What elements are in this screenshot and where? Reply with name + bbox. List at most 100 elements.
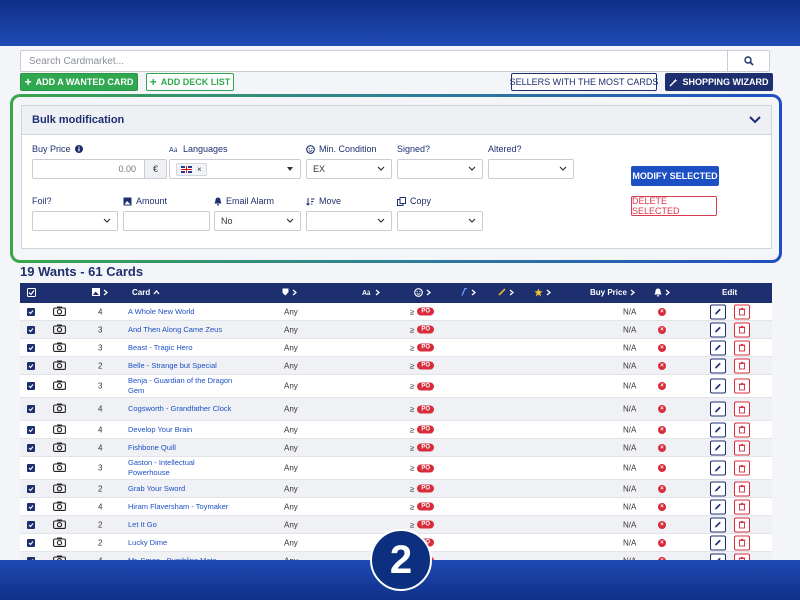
condition-sort-header[interactable] (414, 288, 431, 297)
altered-select[interactable] (488, 159, 574, 179)
delete-row-button[interactable] (734, 460, 750, 476)
shopping-wizard-button[interactable]: SHOPPING WIZARD (665, 73, 773, 91)
camera-icon[interactable] (53, 360, 66, 372)
card-name-link[interactable]: Benja - Guardian of the Dragon Gem (128, 376, 233, 395)
camera-icon[interactable] (53, 555, 66, 560)
languages-select[interactable]: × (169, 159, 301, 179)
row-checkbox[interactable] (27, 443, 35, 452)
edit-row-button[interactable] (710, 517, 726, 532)
camera-icon[interactable] (53, 483, 66, 495)
row-checkbox[interactable] (27, 382, 35, 390)
chip-remove-icon[interactable]: × (197, 164, 202, 174)
edit-row-button[interactable] (710, 304, 726, 319)
card-name-link[interactable]: Beast - Tragic Hero (128, 342, 193, 352)
email-alarm-select[interactable]: No (214, 211, 301, 231)
signed-sort-header[interactable] (498, 288, 514, 296)
edit-row-button[interactable] (710, 481, 726, 496)
delete-row-button[interactable] (734, 358, 750, 373)
edit-row-button[interactable] (710, 535, 726, 550)
move-select[interactable] (306, 211, 392, 231)
delete-row-button[interactable] (734, 340, 750, 355)
chevron-down-icon[interactable] (749, 116, 761, 124)
delete-row-button[interactable] (734, 535, 750, 550)
altered-sort-header[interactable] (534, 288, 551, 297)
row-checkbox[interactable] (27, 307, 35, 316)
camera-icon[interactable] (53, 462, 66, 474)
edit-row-button[interactable] (710, 460, 726, 476)
signed-select[interactable] (397, 159, 483, 179)
card-name-link[interactable]: Belle - Strange but Special (128, 360, 217, 370)
delete-row-button[interactable] (734, 499, 750, 514)
delete-row-button[interactable] (734, 517, 750, 532)
foil-select[interactable] (32, 211, 118, 231)
card-name-link[interactable]: Fishbone Quill (128, 442, 176, 452)
row-checkbox[interactable] (27, 502, 35, 511)
delete-row-button[interactable] (734, 378, 750, 394)
sellers-most-cards-button[interactable]: SELLERS WITH THE MOST CARDS (510, 73, 658, 91)
search-button[interactable] (727, 51, 769, 71)
camera-icon[interactable] (53, 403, 66, 415)
card-name-link[interactable]: Gaston - Intellectual Powerhouse (128, 458, 195, 477)
min-condition-select[interactable]: EX (306, 159, 392, 179)
edit-row-button[interactable] (710, 358, 726, 373)
edit-row-button[interactable] (710, 553, 726, 560)
row-checkbox[interactable] (27, 325, 35, 334)
row-checkbox[interactable] (27, 464, 35, 472)
camera-icon[interactable] (53, 380, 66, 392)
edit-row-button[interactable] (710, 378, 726, 394)
modify-selected-button[interactable]: MODIFY SELECTED (631, 166, 719, 186)
copy-select[interactable] (397, 211, 483, 231)
buy-price-input[interactable]: 0.00 € (32, 159, 167, 179)
camera-icon[interactable] (53, 324, 66, 336)
delete-row-button[interactable] (734, 440, 750, 455)
language-chip-english[interactable]: × (176, 162, 207, 176)
card-name-link[interactable]: Cogsworth - Grandfather Clock (128, 404, 232, 413)
edit-row-button[interactable] (710, 440, 726, 455)
foil-sort-header[interactable] (461, 288, 476, 296)
delete-row-button[interactable] (734, 322, 750, 337)
row-checkbox[interactable] (27, 556, 35, 560)
row-checkbox[interactable] (27, 425, 35, 434)
camera-icon[interactable] (53, 306, 66, 318)
delete-selected-button[interactable]: DELETE SELECTED (631, 196, 717, 216)
expansion-sort-header[interactable] (282, 288, 297, 296)
camera-icon[interactable] (53, 537, 66, 549)
edit-row-button[interactable] (710, 322, 726, 337)
amount-sort-header[interactable] (92, 288, 108, 296)
card-name-link[interactable]: Grab Your Sword (128, 483, 186, 493)
camera-icon[interactable] (53, 519, 66, 531)
row-checkbox[interactable] (27, 484, 35, 493)
edit-row-button[interactable] (710, 422, 726, 437)
edit-row-button[interactable] (710, 499, 726, 514)
camera-icon[interactable] (53, 442, 66, 454)
row-checkbox[interactable] (27, 343, 35, 352)
select-all-checkbox[interactable] (27, 288, 36, 297)
edit-row-button[interactable] (710, 401, 726, 417)
edit-row-button[interactable] (710, 340, 726, 355)
row-checkbox[interactable] (27, 520, 35, 529)
delete-row-button[interactable] (734, 401, 750, 417)
buy-price-sort-header[interactable]: Buy Price (590, 288, 635, 297)
camera-icon[interactable] (53, 342, 66, 354)
card-sort-header[interactable]: Card (132, 288, 160, 297)
add-deck-list-button[interactable]: + ADD DECK LIST (146, 73, 234, 91)
camera-icon[interactable] (53, 501, 66, 513)
card-name-link[interactable]: Let It Go (128, 519, 157, 529)
card-name-link[interactable]: Mr. Smee - Bumbling Mate (128, 555, 217, 561)
camera-icon[interactable] (53, 424, 66, 436)
row-checkbox[interactable] (27, 361, 35, 370)
delete-row-button[interactable] (734, 553, 750, 560)
delete-row-button[interactable] (734, 422, 750, 437)
search-input[interactable] (21, 51, 727, 71)
delete-row-button[interactable] (734, 304, 750, 319)
card-name-link[interactable]: A Whole New World (128, 306, 195, 316)
email-alarm-sort-header[interactable] (654, 288, 670, 297)
row-checkbox[interactable] (27, 405, 35, 413)
amount-input[interactable] (123, 211, 210, 231)
add-wanted-card-button[interactable]: + ADD A WANTED CARD (20, 73, 138, 91)
card-name-link[interactable]: Develop Your Brain (128, 424, 193, 434)
row-checkbox[interactable] (27, 538, 35, 547)
card-name-link[interactable]: Lucky Dime (128, 537, 168, 547)
bulk-modification-header[interactable]: Bulk modification (22, 106, 771, 135)
